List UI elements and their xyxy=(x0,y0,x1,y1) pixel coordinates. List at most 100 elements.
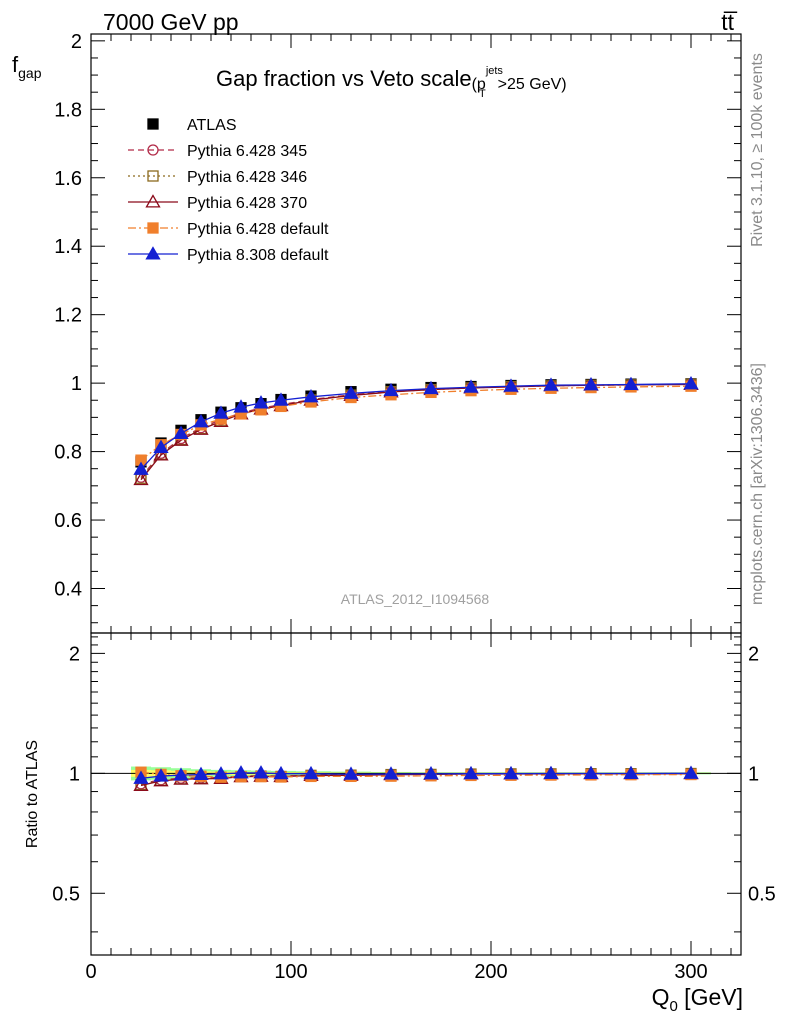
ratio-point xyxy=(383,766,399,780)
data-point xyxy=(463,379,479,393)
ratio-ytick-labels: 0.5 0.5 1 1 2 2 xyxy=(52,643,776,905)
ratio-point xyxy=(193,766,209,781)
main-ylabel: fgap xyxy=(12,52,42,81)
process-label: tt̅ xyxy=(721,9,737,35)
main-ytick-labels: 0.4 0.6 0.8 1 1.2 1.4 1.6 1.8 2 xyxy=(54,31,82,601)
main-panel: ATLAS_2012_I1094568 0.4 0.6 0.8 1 1.2 1.4 1.6 1… xyxy=(12,31,742,634)
series-line xyxy=(140,383,692,478)
ratio-point xyxy=(273,765,289,780)
main-title-text: Gap fraction vs Veto scale xyxy=(216,66,472,91)
legend-entry: Pythia 8.308 default xyxy=(128,246,329,264)
data-point xyxy=(193,413,209,428)
rivet-version-label: Rivet 3.1.10, ≥ 100k events xyxy=(749,53,766,247)
data-point xyxy=(153,447,169,461)
data-point xyxy=(623,376,639,391)
ratio-point xyxy=(503,765,519,780)
main-watermark: ATLAS_2012_I1094568 xyxy=(341,591,490,607)
main-ytick-label: 0.8 xyxy=(54,442,82,464)
data-point xyxy=(543,377,559,391)
legend-label: Pythia 6.428 370 xyxy=(187,195,307,212)
ratio-series xyxy=(133,765,699,791)
ratio-point xyxy=(623,765,639,780)
ratio-point xyxy=(683,765,699,779)
series-3 xyxy=(133,376,699,486)
x-axis-label: Q0 [GeV] xyxy=(652,984,743,1015)
collision-label: 7000 GeV pp xyxy=(103,9,239,35)
ratio-point xyxy=(133,777,149,791)
x-axis-label-main: Q xyxy=(652,984,670,1010)
main-ylabel-sub: gap xyxy=(18,65,42,81)
main-ytick-label: 1.4 xyxy=(54,236,82,258)
xtick-label: 200 xyxy=(474,961,507,983)
ratio-point xyxy=(583,765,599,780)
main-ytick-label: 0.4 xyxy=(54,579,82,601)
ratio-ytick-label: 1 xyxy=(69,763,80,785)
series-line xyxy=(140,383,692,479)
xtick-label: 300 xyxy=(674,961,707,983)
x-axis-label-tail: [GeV] xyxy=(678,984,743,1010)
series-2 xyxy=(135,378,697,484)
xtick-labels: 0 100 200 300 xyxy=(85,961,707,983)
main-ytick-label: 1.8 xyxy=(54,99,82,121)
main-title-p: (p xyxy=(472,76,486,93)
legend-entry: ATLAS xyxy=(147,117,237,134)
ratio-ytick-label: 0.5 xyxy=(52,883,80,905)
series-5 xyxy=(133,376,699,475)
legend-entry: Pythia 6.428 345 xyxy=(128,143,307,160)
series-line xyxy=(140,383,692,481)
main-ytick-label: 2 xyxy=(71,31,82,53)
main-ticks xyxy=(90,34,741,633)
main-ylabel-main: f xyxy=(12,52,19,77)
legend-entry: Pythia 6.428 default xyxy=(128,221,329,238)
ratio-point xyxy=(463,765,479,780)
ratio-point xyxy=(133,770,149,784)
ratio-ylabel: Ratio to ATLAS xyxy=(24,740,41,848)
ratio-point xyxy=(543,765,559,780)
legend-marker xyxy=(147,170,159,182)
ratio-panel: 0.5 0.5 1 1 2 2 0 100 200 300 Ratio to ATLAS Q0 … xyxy=(24,632,776,1015)
ratio-point xyxy=(233,765,249,779)
data-point xyxy=(173,425,189,439)
data-point xyxy=(583,377,599,391)
legend-label: Pythia 8.308 default xyxy=(187,247,329,264)
legend-marker xyxy=(147,222,159,234)
data-point xyxy=(233,399,249,413)
data-point xyxy=(303,389,319,403)
ratio-point xyxy=(153,768,169,782)
legend-marker xyxy=(145,246,161,260)
ratio-point xyxy=(173,767,189,781)
main-title: Gap fraction vs Veto scale(pjets T >25 GeV… xyxy=(216,65,567,100)
main-ytick-label: 1 xyxy=(71,373,82,395)
ratio-ytick-label-right: 2 xyxy=(748,643,759,665)
legend-marker xyxy=(147,144,159,156)
data-point xyxy=(503,378,519,392)
legend-marker xyxy=(145,194,161,208)
ratio-point xyxy=(213,766,229,780)
data-point xyxy=(343,385,359,399)
data-point xyxy=(153,439,169,454)
main-title-tail: >25 GeV) xyxy=(498,76,567,93)
legend-marker xyxy=(147,118,159,130)
ratio-ticks xyxy=(90,633,741,955)
ratio-line xyxy=(140,771,692,778)
ratio-point xyxy=(343,766,359,780)
ratio-series-4 xyxy=(133,765,699,784)
legend-label: ATLAS xyxy=(187,117,237,134)
ratio-point xyxy=(303,765,319,780)
ratio-frame xyxy=(90,632,742,956)
legend-label: Pythia 6.428 345 xyxy=(187,143,307,160)
main-title-sup: jets xyxy=(485,65,504,77)
data-point xyxy=(253,395,269,409)
data-point xyxy=(383,382,399,397)
series-1 xyxy=(135,378,697,483)
ratio-ytick-label-right: 0.5 xyxy=(748,883,776,905)
data-point xyxy=(683,376,699,390)
x-axis-label-sub: 0 xyxy=(669,998,677,1015)
legend-entry: Pythia 6.428 346 xyxy=(128,169,307,186)
data-point xyxy=(133,461,149,475)
ratio-ytick-label-right: 1 xyxy=(748,763,759,785)
legend-label: Pythia 6.428 default xyxy=(187,221,329,238)
ratio-ytick-label: 2 xyxy=(69,643,80,665)
legend: ATLAS Pythia 6.428 345 Pythia 6.428 346 Pyt… xyxy=(128,117,329,264)
